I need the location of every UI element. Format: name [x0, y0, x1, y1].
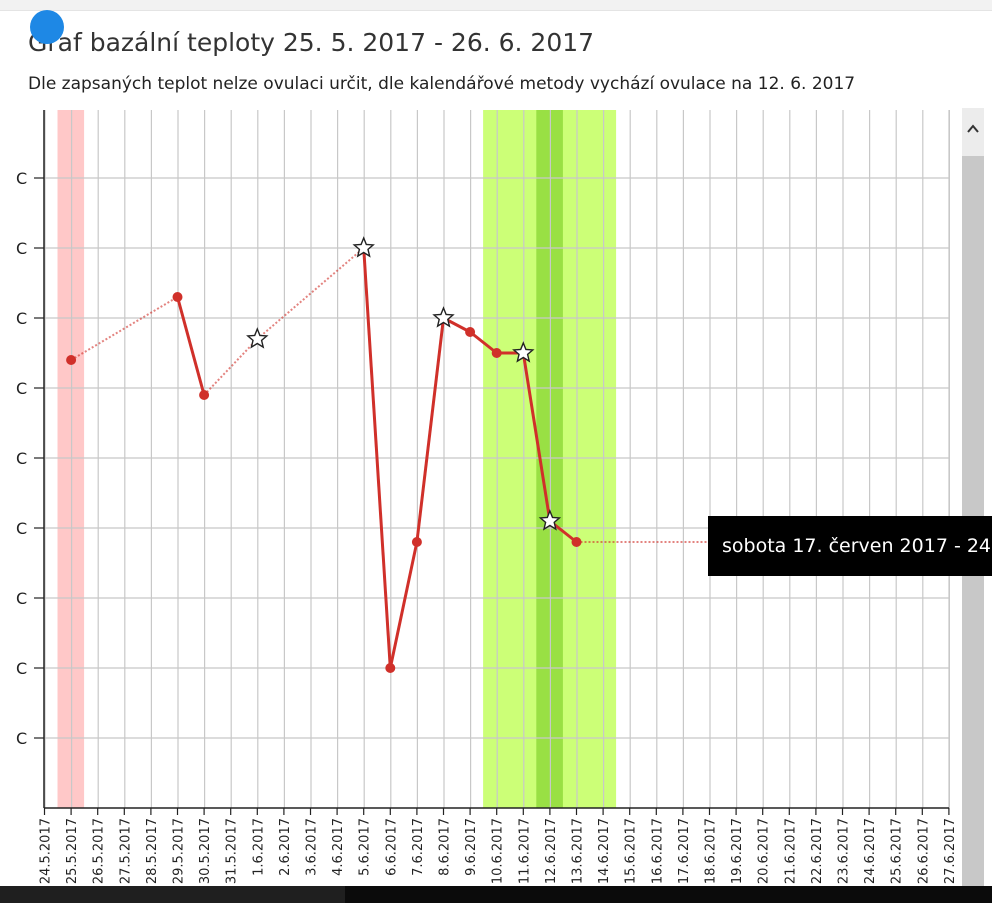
y-tick-label: C: [16, 309, 27, 328]
x-tick-label: 15.6.2017: [624, 818, 639, 884]
chart-title: Graf bazální teploty 25. 5. 2017 - 26. 6…: [28, 28, 595, 57]
y-tick-label: C: [16, 659, 27, 678]
x-tick-label: 31.5.2017: [225, 818, 240, 884]
chart-scrollbar[interactable]: [962, 108, 984, 888]
series-segment: [362, 247, 392, 669]
data-point-star[interactable]: [352, 236, 375, 258]
bottom-bar-dark-segment: [345, 886, 992, 903]
x-tick-label: 12.6.2017: [544, 818, 559, 884]
y-tick-label: C: [16, 589, 27, 608]
series-segment-dotted: [203, 338, 259, 396]
x-tick-label: 25.5.2017: [65, 818, 80, 884]
series-segment: [388, 541, 419, 669]
y-tick-label: C: [16, 729, 27, 748]
x-tick-label: 11.6.2017: [517, 818, 532, 884]
x-tick-label: 22.6.2017: [810, 818, 825, 884]
series-segment-dotted: [70, 296, 179, 361]
x-tick-label: 13.6.2017: [571, 818, 586, 884]
chevron-up-icon: [967, 124, 979, 133]
data-point[interactable]: [465, 327, 476, 337]
x-tick-label: 14.6.2017: [597, 818, 612, 884]
bottom-bar: [0, 886, 992, 903]
chart-grid: [44, 110, 951, 808]
x-tick-label: 6.6.2017: [384, 818, 399, 876]
data-point[interactable]: [491, 348, 502, 358]
y-tick-label: C: [16, 169, 27, 188]
x-tick-label: 4.6.2017: [331, 818, 346, 876]
menstruation-band: [57, 110, 85, 808]
top-bar: [0, 0, 992, 11]
x-tick-label: 30.5.2017: [198, 818, 213, 884]
x-tick-label: 27.5.2017: [118, 818, 133, 884]
series-segment-dotted: [256, 247, 365, 340]
data-point[interactable]: [66, 355, 77, 365]
x-tick-label: 25.6.2017: [890, 818, 905, 884]
scroll-up-button[interactable]: [962, 108, 984, 156]
x-tick-label: 20.6.2017: [757, 818, 772, 884]
x-tick-label: 8.6.2017: [438, 818, 453, 876]
chart-subtitle: Dle zapsaných teplot nelze ovulaci určit…: [28, 74, 856, 94]
bbt-chart: C C C C C C C C C 24.5.2017 25.5.2017 26.5.2017 27.5…: [16, 110, 958, 884]
x-tick-label: 7.6.2017: [411, 818, 426, 876]
data-point[interactable]: [385, 663, 396, 673]
x-tick-label: 1.6.2017: [251, 818, 266, 876]
x-tick-label: 27.6.2017: [943, 818, 958, 884]
x-tick-label: 24.5.2017: [39, 818, 54, 884]
x-tick-label: 26.5.2017: [92, 818, 107, 884]
x-tick-label: 2.6.2017: [278, 818, 293, 876]
y-tick-label: C: [16, 379, 27, 398]
x-tick-label: 21.6.2017: [783, 818, 798, 884]
x-tick-label: 9.6.2017: [464, 818, 479, 876]
x-tick-label: 18.6.2017: [704, 818, 719, 884]
x-tick-label: 19.6.2017: [730, 818, 745, 884]
x-tick-label: 5.6.2017: [358, 818, 373, 876]
chart-tooltip: sobota 17. červen 2017 - 24: [708, 516, 992, 576]
x-tick-label: 17.6.2017: [677, 818, 692, 884]
data-point-star[interactable]: [538, 509, 562, 531]
data-point[interactable]: [199, 390, 210, 400]
data-point-star[interactable]: [512, 341, 535, 363]
x-tick-label: 16.6.2017: [650, 818, 665, 884]
floating-action-button[interactable]: [30, 10, 64, 44]
series-segment: [521, 352, 552, 522]
x-tick-label: 3.6.2017: [305, 818, 320, 876]
y-tick-label: C: [16, 519, 27, 538]
data-point-star[interactable]: [432, 306, 455, 328]
y-tick-label: C: [16, 449, 27, 468]
x-tick-label: 26.6.2017: [916, 818, 931, 884]
data-point-star[interactable]: [246, 327, 269, 349]
y-tick-label: C: [16, 239, 27, 258]
x-tick-label: 29.5.2017: [172, 818, 187, 884]
x-tick-label: 10.6.2017: [491, 818, 506, 884]
x-tick-label: 23.6.2017: [837, 818, 852, 884]
data-point[interactable]: [411, 537, 422, 547]
x-tick-label: 28.5.2017: [145, 818, 160, 884]
x-tick-label: 24.6.2017: [863, 818, 878, 884]
series-segment: [469, 330, 498, 355]
data-point[interactable]: [571, 537, 582, 547]
series-segment: [415, 317, 445, 543]
series-segment: [176, 296, 206, 396]
data-point[interactable]: [172, 292, 183, 302]
